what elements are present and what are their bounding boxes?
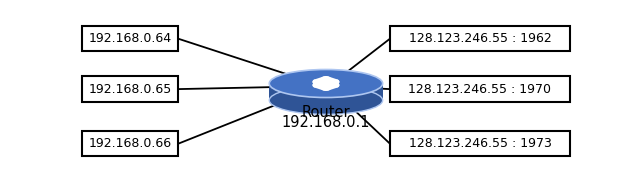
FancyBboxPatch shape <box>390 131 570 156</box>
Text: 192.168.0.1: 192.168.0.1 <box>282 115 370 130</box>
Text: 128.123.246.55 : 1970: 128.123.246.55 : 1970 <box>408 83 551 96</box>
Ellipse shape <box>269 70 383 98</box>
FancyBboxPatch shape <box>390 26 570 51</box>
FancyBboxPatch shape <box>82 26 178 51</box>
Text: Router: Router <box>301 105 350 120</box>
FancyBboxPatch shape <box>82 131 178 156</box>
FancyBboxPatch shape <box>390 76 570 102</box>
Ellipse shape <box>269 86 383 114</box>
Text: 128.123.246.55 : 1973: 128.123.246.55 : 1973 <box>408 137 551 150</box>
Text: 192.168.0.65: 192.168.0.65 <box>88 83 172 96</box>
Polygon shape <box>269 84 383 100</box>
FancyBboxPatch shape <box>82 76 178 102</box>
Text: 192.168.0.66: 192.168.0.66 <box>88 137 172 150</box>
Text: 128.123.246.55 : 1962: 128.123.246.55 : 1962 <box>408 32 551 45</box>
Text: 192.168.0.64: 192.168.0.64 <box>88 32 172 45</box>
